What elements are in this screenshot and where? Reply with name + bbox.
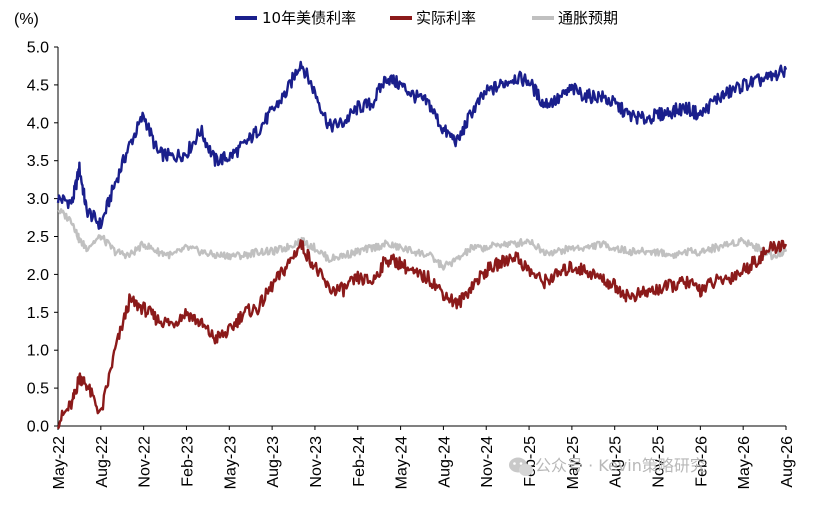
series-line-2 [57, 208, 788, 271]
y-tick-label: 0.0 [27, 419, 49, 436]
legend: 10年美债利率 实际利率 通胀预期 [235, 9, 618, 27]
x-tick-label: Feb-23 [179, 436, 196, 487]
legend-label-2: 通胀预期 [558, 9, 618, 27]
x-tick-label: May-22 [51, 436, 68, 489]
series-line-1 [56, 239, 788, 430]
legend-label-0: 10年美债利率 [262, 9, 356, 27]
x-tick-label: Aug-26 [779, 436, 796, 488]
y-tick-label: 2.0 [27, 267, 49, 284]
series-lines [56, 60, 788, 430]
x-tick-label: Nov-22 [137, 436, 154, 488]
x-axis: May-22 Aug-22 Nov-22 Feb-23 May-23 Aug-23 Nov-… [51, 425, 796, 489]
y-tick-label: 3.0 [27, 191, 49, 208]
x-tick-label: May-26 [736, 436, 753, 489]
legend-label-1: 实际利率 [416, 9, 476, 27]
x-tick-label: Feb-24 [351, 436, 368, 487]
x-tick-label: Feb-26 [693, 436, 710, 487]
wechat-icon [509, 457, 533, 476]
x-tick-label: Aug-24 [436, 436, 453, 488]
y-tick-label: 4.5 [27, 77, 49, 94]
x-tick-label: Aug-23 [265, 436, 282, 488]
x-tick-label: May-24 [394, 436, 411, 489]
y-tick-label: 4.0 [27, 115, 49, 132]
x-tick-label: Aug-22 [94, 436, 111, 488]
y-axis: 0.0 0.5 1.0 1.5 2.0 2.5 3.0 3.5 4.0 4.5 5.0 [27, 40, 59, 436]
x-tick-label: Nov-24 [479, 436, 496, 488]
x-tick-label: Nov-25 [651, 436, 668, 488]
watermark: 公众号 · Kevin策略研究 [509, 456, 706, 476]
y-tick-label: 1.0 [27, 343, 49, 360]
x-tick-label: Nov-23 [308, 436, 325, 488]
y-tick-label: 2.5 [27, 229, 49, 246]
y-tick-label: 3.5 [27, 153, 49, 170]
y-tick-label: 5.0 [27, 40, 49, 57]
x-tick-label: Aug-25 [608, 436, 625, 488]
x-tick-label: May-23 [222, 436, 239, 489]
x-tick-label: May-25 [565, 436, 582, 489]
y-tick-label: 1.5 [27, 305, 49, 322]
y-tick-label: 0.5 [27, 381, 49, 398]
series-line-0 [56, 60, 788, 230]
y-unit-label: (%) [14, 11, 39, 28]
watermark-text: 公众号 · Kevin策略研究 [535, 456, 706, 475]
